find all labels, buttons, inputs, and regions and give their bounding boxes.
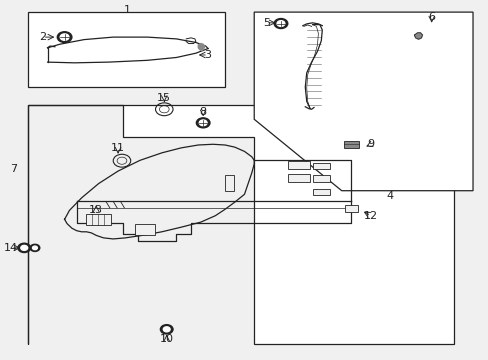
Bar <box>28 12 224 87</box>
Circle shape <box>160 325 173 334</box>
Bar <box>287 174 309 182</box>
Circle shape <box>163 327 170 332</box>
Text: 11: 11 <box>111 143 125 153</box>
Bar <box>312 163 329 169</box>
Bar <box>287 161 309 169</box>
Bar <box>312 189 329 195</box>
Text: 7: 7 <box>10 164 17 174</box>
Text: 14: 14 <box>4 243 18 253</box>
Text: 13: 13 <box>89 205 103 215</box>
Text: 12: 12 <box>363 211 377 221</box>
Polygon shape <box>198 44 204 51</box>
Circle shape <box>21 246 28 250</box>
Text: 8: 8 <box>199 107 206 117</box>
Bar <box>135 224 154 235</box>
Text: 5: 5 <box>263 18 269 28</box>
Bar <box>86 214 111 225</box>
Text: 9: 9 <box>366 139 374 149</box>
Text: 6: 6 <box>427 13 434 22</box>
Text: 10: 10 <box>160 334 173 344</box>
Circle shape <box>196 118 209 128</box>
Circle shape <box>57 32 72 42</box>
Circle shape <box>32 246 37 249</box>
Text: 15: 15 <box>157 93 171 103</box>
Text: 1: 1 <box>124 5 131 15</box>
Circle shape <box>277 21 285 26</box>
Polygon shape <box>414 33 422 39</box>
Text: 2: 2 <box>39 32 46 42</box>
Text: 3: 3 <box>204 50 211 60</box>
Circle shape <box>18 243 30 252</box>
Circle shape <box>274 18 287 28</box>
Polygon shape <box>28 105 453 344</box>
Bar <box>312 175 329 182</box>
Circle shape <box>199 120 206 126</box>
Circle shape <box>60 34 69 40</box>
Circle shape <box>30 244 40 251</box>
Bar <box>344 141 358 148</box>
Polygon shape <box>254 12 472 191</box>
Bar <box>344 205 358 212</box>
Text: 4: 4 <box>386 191 393 201</box>
Bar <box>224 175 233 192</box>
